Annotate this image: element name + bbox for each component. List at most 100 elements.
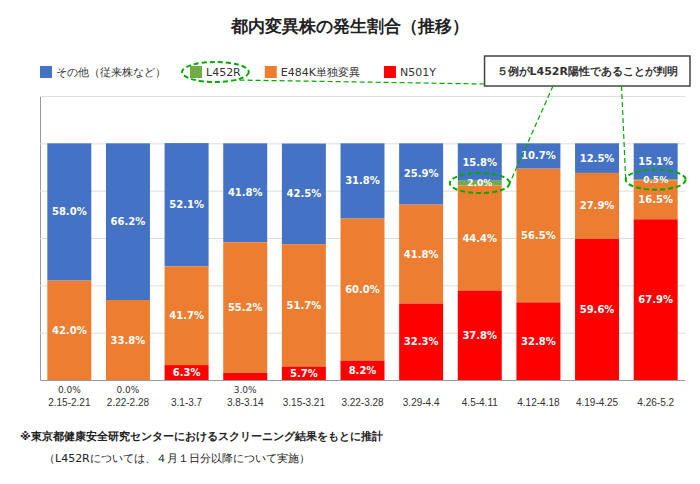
legend-label: N501Y (400, 66, 436, 79)
x-tick: 4.19-4.25 (576, 380, 619, 408)
bar (47, 380, 91, 381)
data-label: 42.0% (52, 325, 87, 336)
highlight-ellipse (626, 170, 686, 190)
chart-svg: 都内変異株の発生割合（推移） 2.15-2.21 2.22-2.28 3.1-3.7 3… (0, 0, 700, 484)
data-label: 15.8% (462, 157, 497, 168)
bar (282, 244, 326, 366)
x-tick: 3.29-4.4 (403, 380, 440, 408)
bar (575, 173, 619, 239)
note: （L452Rについては、４月１日分以降について実施） (44, 452, 310, 465)
data-label: 8.2% (349, 365, 377, 376)
legend-item: その他（従来株など） (40, 66, 166, 79)
bar (47, 281, 91, 380)
x-tick-label: 2.22-2.28 (107, 397, 150, 408)
annotation: ５例がL452R陽性であることが判明 (485, 56, 690, 86)
data-label: 5.7% (290, 368, 318, 379)
data-label: 56.5% (521, 230, 556, 241)
annotation-text: ５例がL452R陽性であることが判明 (497, 65, 678, 78)
data-label: 66.2% (111, 216, 146, 227)
bar (282, 144, 326, 245)
legend-swatch (384, 66, 396, 78)
data-label: 3.0% (234, 385, 257, 395)
legend-swatch (190, 66, 202, 78)
legend-swatch (40, 66, 52, 78)
data-label: 27.9% (580, 200, 615, 211)
data-label: 0.0% (58, 385, 81, 395)
bar (575, 143, 619, 173)
title: 都内変異株の発生割合（推移） (230, 16, 469, 36)
bar (106, 380, 150, 381)
x-tick: 3.22-3.28 (341, 380, 384, 408)
x-tick: 3.15-3.21 (283, 380, 326, 408)
x-tick: 4.5-4.11 (462, 380, 498, 408)
data-label: 6.3% (173, 367, 201, 378)
notes: ※東京都健康安全研究センターにおけるスクリーニング結果をもとに推計 （L452Rに… (20, 430, 383, 465)
bar (341, 361, 385, 380)
legend-label: その他（従来株など） (56, 66, 166, 79)
highlights (182, 62, 686, 193)
legend-highlight-ellipse (182, 62, 249, 82)
bar (458, 291, 502, 380)
x-tick: 3.1-3.7 (171, 380, 203, 408)
x-tick-label: 2.15-2.21 (48, 397, 91, 408)
data-label: 31.8% (345, 175, 380, 186)
x-tick-label: 3.22-3.28 (341, 397, 384, 408)
bar (516, 143, 560, 168)
note: ※東京都健康安全研究センターにおけるスクリーニング結果をもとに推計 (20, 430, 383, 443)
grid-line (40, 380, 685, 381)
series-bars (165, 219, 678, 380)
x-tick: 3.8-3.14 (227, 380, 264, 408)
annotation-box (485, 56, 690, 86)
data-label: 16.5% (638, 194, 673, 205)
grid-line (40, 96, 685, 97)
x-tick: 4.26-5.2 (637, 380, 674, 408)
highlight-ellipse (450, 173, 510, 193)
data-label: 52.1% (169, 199, 204, 210)
y-tick (40, 96, 685, 97)
connector-line (510, 86, 553, 183)
data-label: 41.7% (169, 310, 204, 321)
x-tick-label: 3.1-3.7 (171, 397, 203, 408)
bar (165, 365, 209, 380)
bar (165, 143, 209, 266)
x-tick: 2.15-2.21 (48, 380, 91, 408)
data-label: 32.3% (404, 336, 439, 347)
data-label: 2.0% (467, 178, 492, 188)
legend-item: N501Y (384, 66, 436, 79)
data-label: 51.7% (287, 300, 322, 311)
data-label: 67.9% (638, 294, 673, 305)
bar (341, 143, 385, 218)
bar (399, 143, 443, 204)
x-tick-label: 4.5-4.11 (462, 397, 498, 408)
x-tick-label: 4.12-4.18 (517, 397, 560, 408)
data-label: 12.5% (580, 153, 615, 164)
bar (282, 367, 326, 380)
data-label: 58.0% (52, 206, 87, 217)
x-tick-label: 4.26-5.2 (637, 397, 674, 408)
bar (516, 169, 560, 303)
series-bars (47, 169, 677, 380)
data-label: 15.1% (638, 156, 673, 167)
x-tick-label: 3.8-3.14 (227, 397, 264, 408)
data-label: 37.8% (462, 330, 497, 341)
x-tick-label: 3.29-4.4 (403, 397, 440, 408)
bar (458, 185, 502, 290)
bar (575, 239, 619, 380)
data-label: 33.8% (111, 335, 146, 346)
x-tick-label: 3.15-3.21 (283, 397, 326, 408)
data-label: 59.6% (580, 304, 615, 315)
data-label: 42.5% (287, 188, 322, 199)
data-label: 55.2% (228, 302, 263, 313)
bar (106, 300, 150, 380)
data-label: 10.7% (521, 150, 556, 161)
legend-item: E484K単独変異 (265, 66, 360, 79)
x-tick: 2.22-2.28 (107, 380, 150, 408)
x-tick-label: 4.19-4.25 (576, 397, 619, 408)
bar (634, 219, 678, 380)
bar (223, 373, 267, 380)
data-label: 0.0% (117, 385, 140, 395)
data-label: 0.5% (643, 175, 668, 185)
bar (399, 205, 443, 304)
bar (634, 180, 678, 219)
data-label: 41.8% (228, 187, 263, 198)
